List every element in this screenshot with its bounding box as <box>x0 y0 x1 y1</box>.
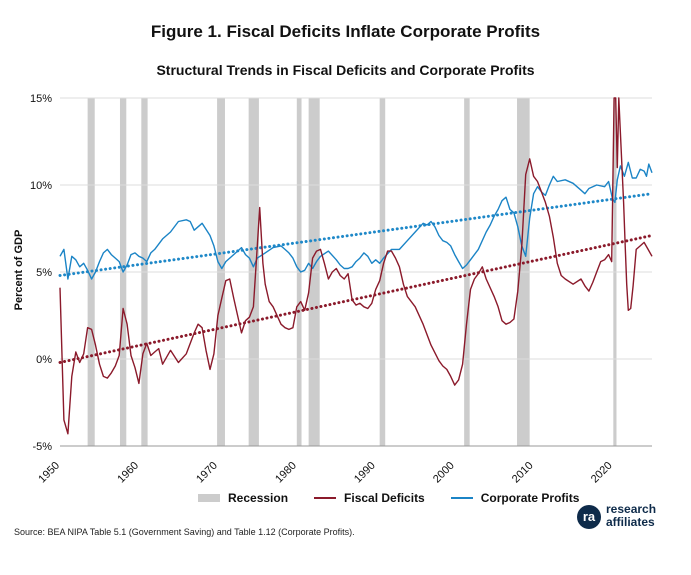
legend-label-deficits: Fiscal Deficits <box>344 491 425 505</box>
x-tick-label: 1990 <box>352 460 378 486</box>
figure-title: Figure 1. Fiscal Deficits Inflate Corpor… <box>150 22 541 41</box>
trendlines <box>58 192 654 364</box>
deficits-swatch <box>314 497 337 499</box>
y-tick-label: 0% <box>36 354 52 366</box>
x-tick-label: 2000 <box>431 460 457 486</box>
y-axis-label: Percent of GDP <box>13 230 25 311</box>
legend-item-recession: Recession <box>198 491 288 505</box>
legend-item-deficits: Fiscal Deficits <box>314 491 425 505</box>
x-tick-label: 2010 <box>510 460 536 486</box>
logo-mark-icon: ra <box>577 505 601 529</box>
y-tick-label: 15% <box>30 93 52 105</box>
source-note: Source: BEA NIPA Table 5.1 (Government S… <box>14 527 355 537</box>
research-affiliates-logo: ra research affiliates <box>577 502 669 532</box>
chart-subtitle: Structural Trends in Fiscal Deficits and… <box>156 62 535 78</box>
y-tick-label: 5% <box>36 267 52 279</box>
x-tick-label: 1960 <box>115 460 141 486</box>
logo-line-1: research <box>606 502 657 516</box>
y-tick-label: -5% <box>32 441 52 453</box>
profits-trendline <box>58 192 654 277</box>
x-tick-label: 1980 <box>273 460 299 486</box>
corporate-profits-line <box>59 161 653 280</box>
profits-swatch <box>450 497 473 499</box>
x-tick-label: 1970 <box>194 460 220 486</box>
recession-swatch <box>198 494 220 502</box>
x-tick-label: 2020 <box>589 460 615 486</box>
legend-label-profits: Corporate Profits <box>480 491 580 505</box>
deficits-trendline <box>58 233 654 364</box>
grid <box>60 97 652 447</box>
y-tick-label: 10% <box>30 180 52 192</box>
fiscal-deficits-line <box>59 97 653 435</box>
legend-label-recession: Recession <box>228 491 289 505</box>
series-lines <box>59 97 653 435</box>
legend: Recession Fiscal Deficits Corporate Prof… <box>198 491 605 505</box>
legend-item-profits: Corporate Profits <box>450 491 580 505</box>
logo-text: research affiliates <box>606 503 656 529</box>
logo-line-2: affiliates <box>606 515 655 529</box>
x-tick-label: 1950 <box>36 460 62 486</box>
